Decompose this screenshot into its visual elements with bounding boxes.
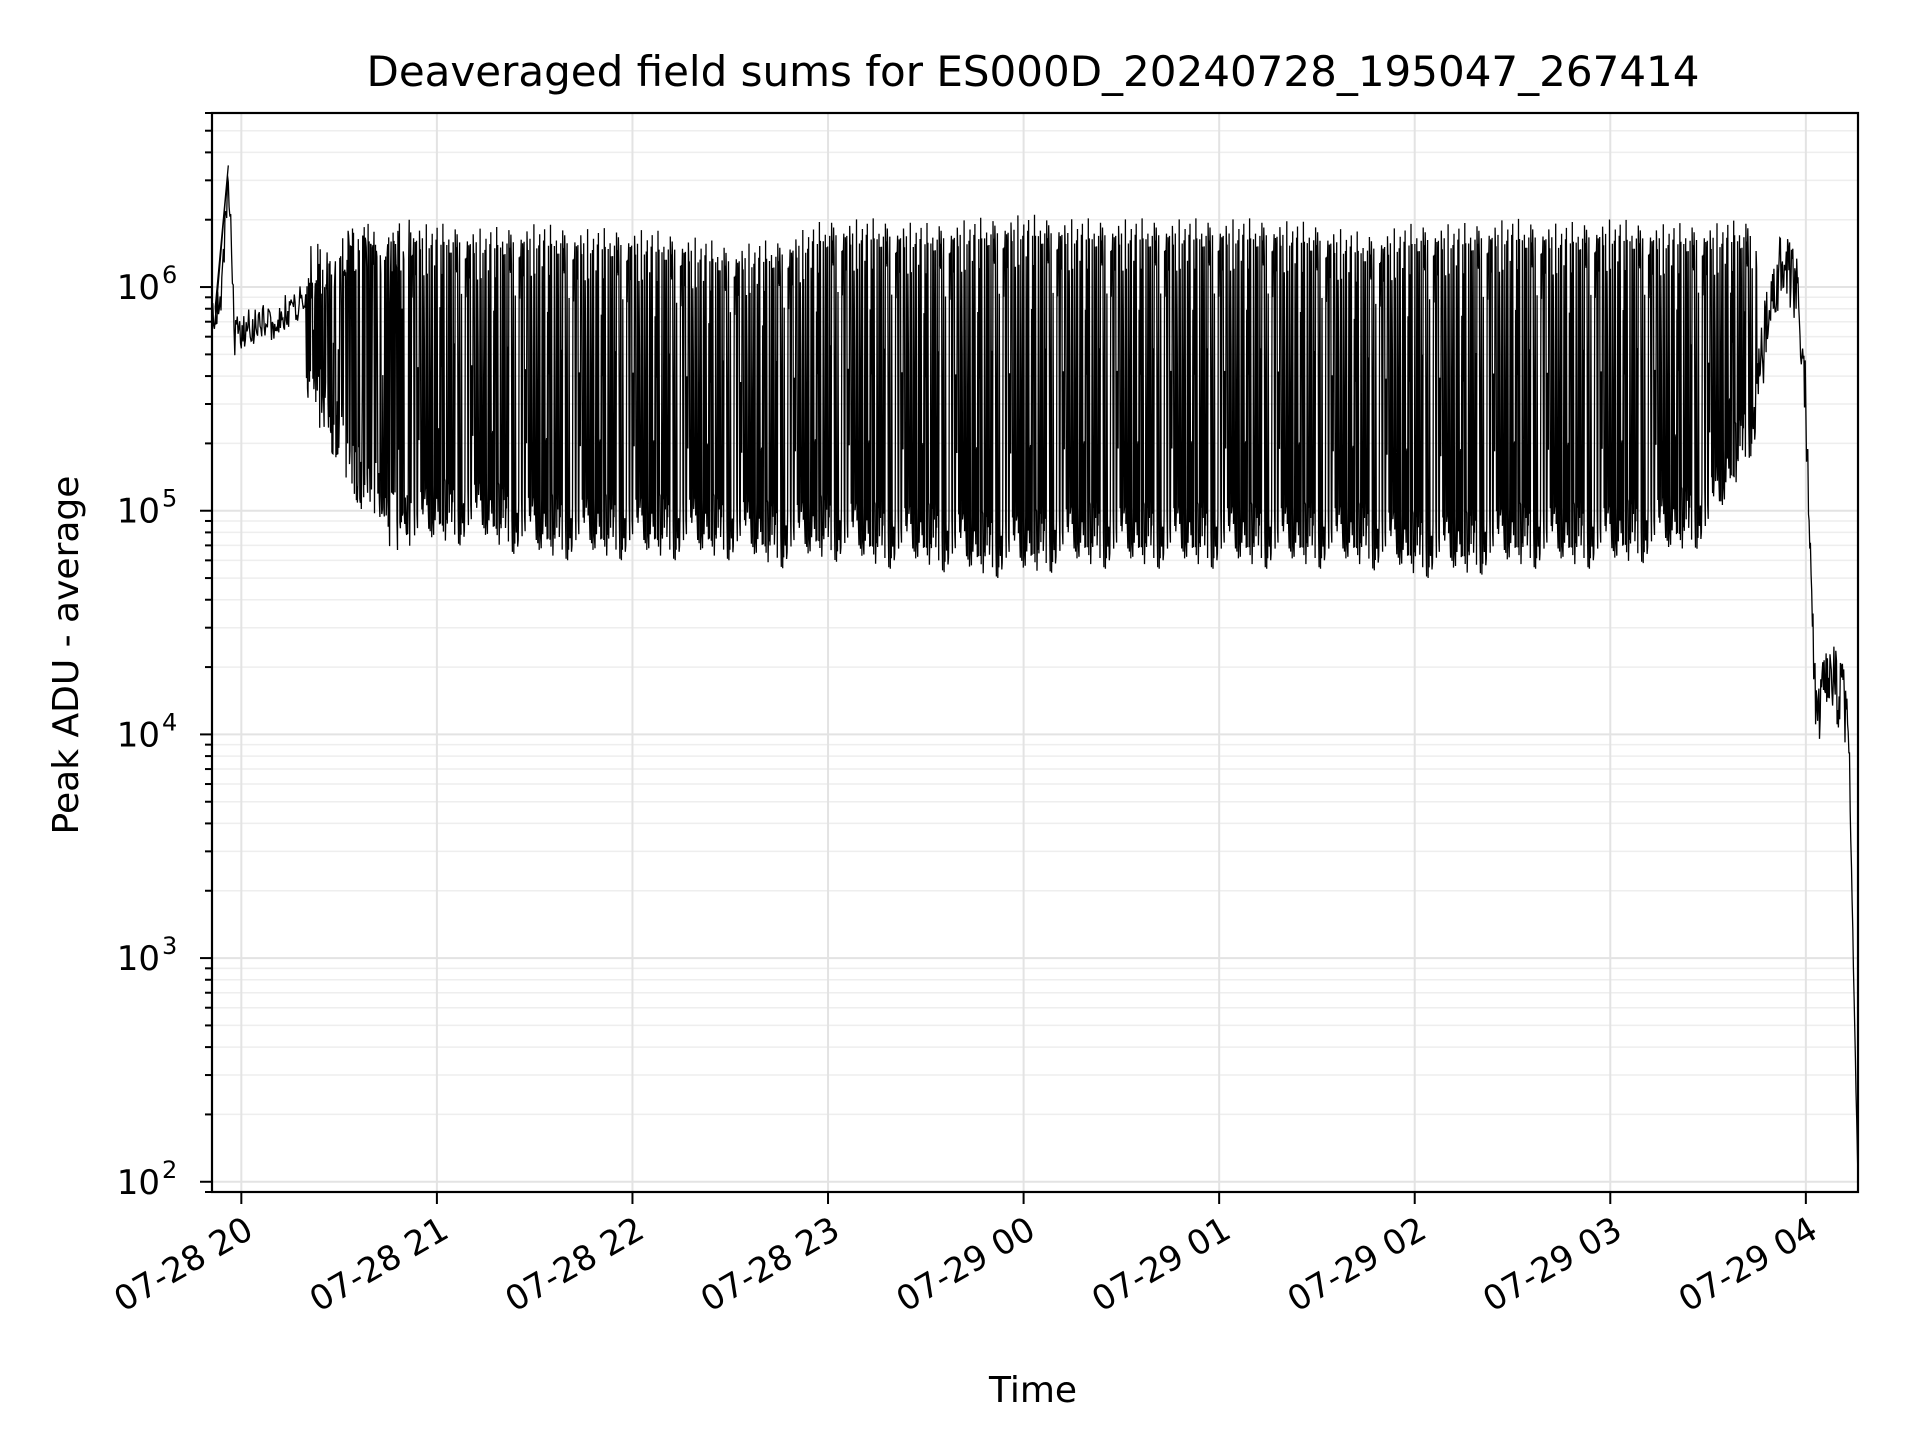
- y-tick-label: 10: [117, 268, 160, 308]
- y-tick-label: 10: [117, 1163, 160, 1203]
- chart-title: Deaveraged field sums for ES000D_2024072…: [367, 47, 1700, 96]
- x-axis-label: Time: [988, 1370, 1077, 1411]
- y-tick-exponent: 6: [162, 261, 177, 289]
- y-tick-exponent: 2: [162, 1156, 177, 1184]
- y-tick-exponent: 3: [162, 932, 177, 960]
- y-tick-label: 10: [117, 492, 160, 532]
- y-tick-exponent: 4: [162, 708, 177, 736]
- y-axis-label: Peak ADU - average: [46, 476, 87, 835]
- series-line: [211, 165, 1859, 1182]
- y-tick-label: 10: [117, 939, 160, 979]
- y-tick-exponent: 5: [162, 485, 177, 513]
- axes-frame: [210, 111, 1860, 1194]
- plot-area: [211, 165, 1859, 1182]
- y-tick-label: 10: [117, 715, 160, 755]
